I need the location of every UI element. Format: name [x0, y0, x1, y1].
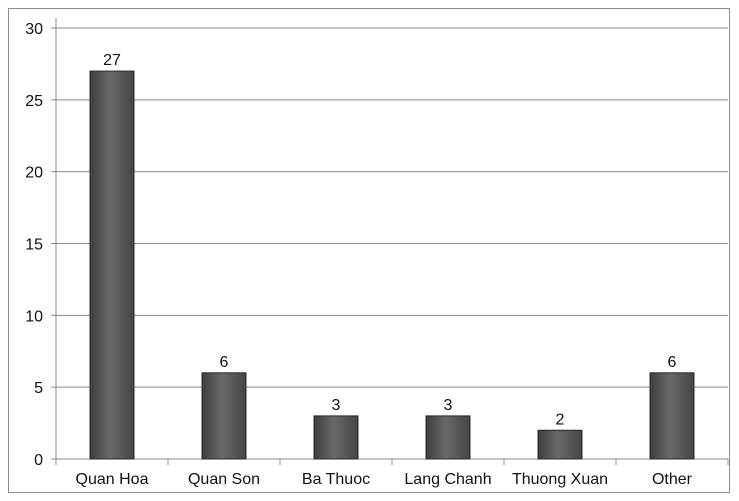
bars	[89, 70, 695, 460]
bar-quan-hoa	[89, 70, 135, 460]
data-label: 2	[556, 411, 565, 428]
bar-quan-son	[201, 372, 247, 460]
x-tick-label: Other	[652, 471, 693, 488]
axes	[51, 18, 729, 465]
data-label: 3	[444, 397, 453, 414]
x-tick-label: Ba Thuoc	[302, 471, 370, 488]
y-tick-label: 10	[25, 308, 43, 325]
data-label: 27	[103, 52, 121, 69]
y-tick-label: 0	[34, 452, 43, 469]
y-tick-label: 30	[25, 21, 43, 38]
y-tick-label: 15	[25, 237, 43, 254]
y-tick-label: 20	[25, 165, 43, 182]
labels: 0 5 10 15 20 25 30 27 Quan Hoa 6 Quan Son 3 Ba Thuoc…	[25, 21, 692, 488]
data-label: 3	[332, 397, 341, 414]
data-label: 6	[668, 354, 677, 371]
gridlines	[56, 27, 728, 388]
x-tick-label: Lang Chanh	[404, 471, 491, 488]
x-tick-label: Quan Son	[188, 471, 260, 488]
bar-ba-thuoc	[313, 415, 359, 460]
bar-lang-chanh	[425, 415, 471, 460]
bar-thuong-xuan	[537, 429, 583, 460]
data-label: 6	[220, 354, 229, 371]
y-tick-label: 5	[34, 380, 43, 397]
y-tick-label: 25	[25, 93, 43, 110]
x-tick-label: Thuong Xuan	[512, 471, 608, 488]
x-tick-label: Quan Hoa	[76, 471, 149, 488]
bar-other	[649, 372, 695, 460]
